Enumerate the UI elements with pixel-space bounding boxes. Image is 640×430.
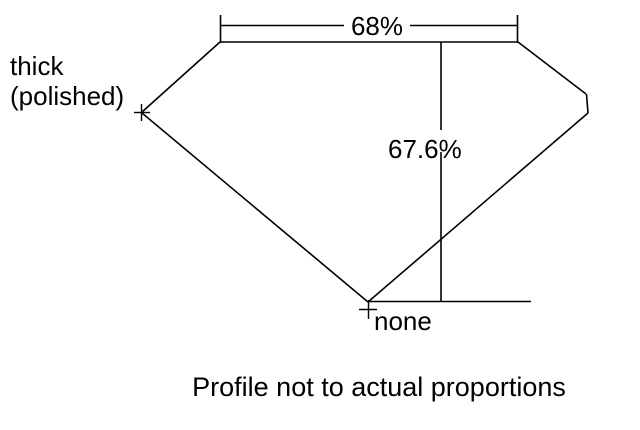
crown-right-slope [517, 41, 587, 95]
girdle-thickness-label-line2: (polished) [10, 81, 124, 111]
left-girdle-cross-marker [134, 104, 150, 121]
crown-left-slope [141, 41, 221, 113]
table-percentage-label: 68% [351, 11, 403, 41]
diagram-caption: Profile not to actual proportions [192, 372, 566, 402]
girdle-right-band [585, 93, 589, 114]
pavilion-right-slope [367, 112, 589, 303]
girdle-thickness-label-line1: thick [10, 51, 64, 81]
culet-cross-marker [359, 300, 377, 319]
depth-percentage-label: 67.6% [388, 134, 462, 164]
culet-size-label: none [374, 306, 432, 336]
pavilion-left-slope [141, 112, 369, 303]
